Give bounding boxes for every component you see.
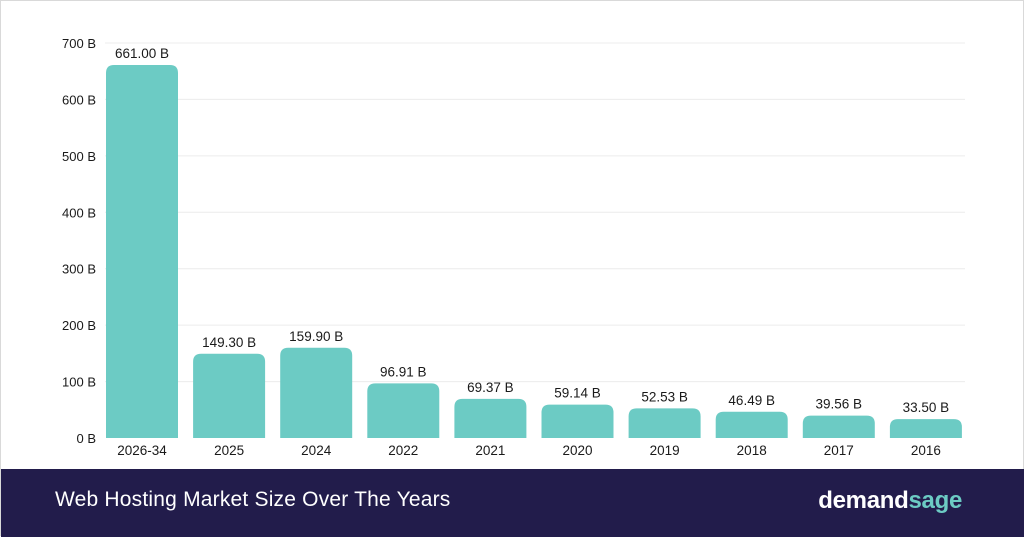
brand-logo-part1: demand bbox=[818, 487, 909, 514]
data-label: 39.56 B bbox=[816, 397, 863, 412]
bar bbox=[193, 353, 266, 438]
y-tick-label: 400 B bbox=[62, 205, 96, 220]
x-tick-label: 2022 bbox=[388, 443, 418, 458]
x-tick-label: 2016 bbox=[911, 443, 941, 458]
x-tick-label: 2024 bbox=[301, 443, 332, 458]
data-label: 33.50 B bbox=[903, 400, 950, 415]
data-label: 96.91 B bbox=[380, 364, 427, 379]
data-label: 159.90 B bbox=[289, 329, 343, 344]
y-tick-label: 600 B bbox=[62, 92, 96, 107]
bar bbox=[628, 408, 701, 438]
chart-area: 0 B 100 B 200 B 300 B 400 B 500 B 600 B 700 B 66… bbox=[1, 1, 1024, 469]
x-tick-label: 2020 bbox=[562, 443, 592, 458]
bar-chart: 0 B 100 B 200 B 300 B 400 B 500 B 600 B 700 B 66… bbox=[62, 36, 965, 458]
data-label: 52.53 B bbox=[641, 389, 688, 404]
bar bbox=[715, 411, 788, 438]
bar bbox=[367, 383, 440, 438]
y-tick-label: 100 B bbox=[62, 375, 96, 390]
bar bbox=[802, 415, 875, 438]
x-tick-label: 2017 bbox=[824, 443, 854, 458]
data-label: 59.14 B bbox=[554, 386, 601, 401]
data-label: 69.37 B bbox=[467, 380, 514, 395]
y-tick-label: 500 B bbox=[62, 149, 96, 164]
y-tick-label: 300 B bbox=[62, 262, 96, 277]
bar bbox=[454, 398, 527, 438]
data-label: 661.00 B bbox=[115, 46, 169, 61]
y-tick-label: 200 B bbox=[62, 318, 96, 333]
data-label: 149.30 B bbox=[202, 335, 256, 350]
chart-title: Web Hosting Market Size Over The Years bbox=[55, 488, 451, 511]
data-label: 46.49 B bbox=[728, 393, 775, 408]
x-tick-label: 2025 bbox=[214, 443, 244, 458]
bar bbox=[106, 65, 178, 438]
y-tick-label: 0 B bbox=[76, 431, 96, 446]
footer-bar: Web Hosting Market Size Over The Years d… bbox=[1, 469, 1024, 537]
brand-logo: demandsage bbox=[818, 487, 962, 515]
x-tick-label: 2018 bbox=[737, 443, 767, 458]
bar bbox=[280, 347, 353, 438]
bar bbox=[541, 404, 614, 438]
x-tick-label: 2026-34 bbox=[117, 443, 167, 458]
x-tick-label: 2021 bbox=[475, 443, 505, 458]
bar bbox=[889, 419, 962, 438]
x-tick-label: 2019 bbox=[650, 443, 680, 458]
brand-logo-part2: sage bbox=[908, 487, 962, 514]
y-tick-label: 700 B bbox=[62, 36, 96, 51]
